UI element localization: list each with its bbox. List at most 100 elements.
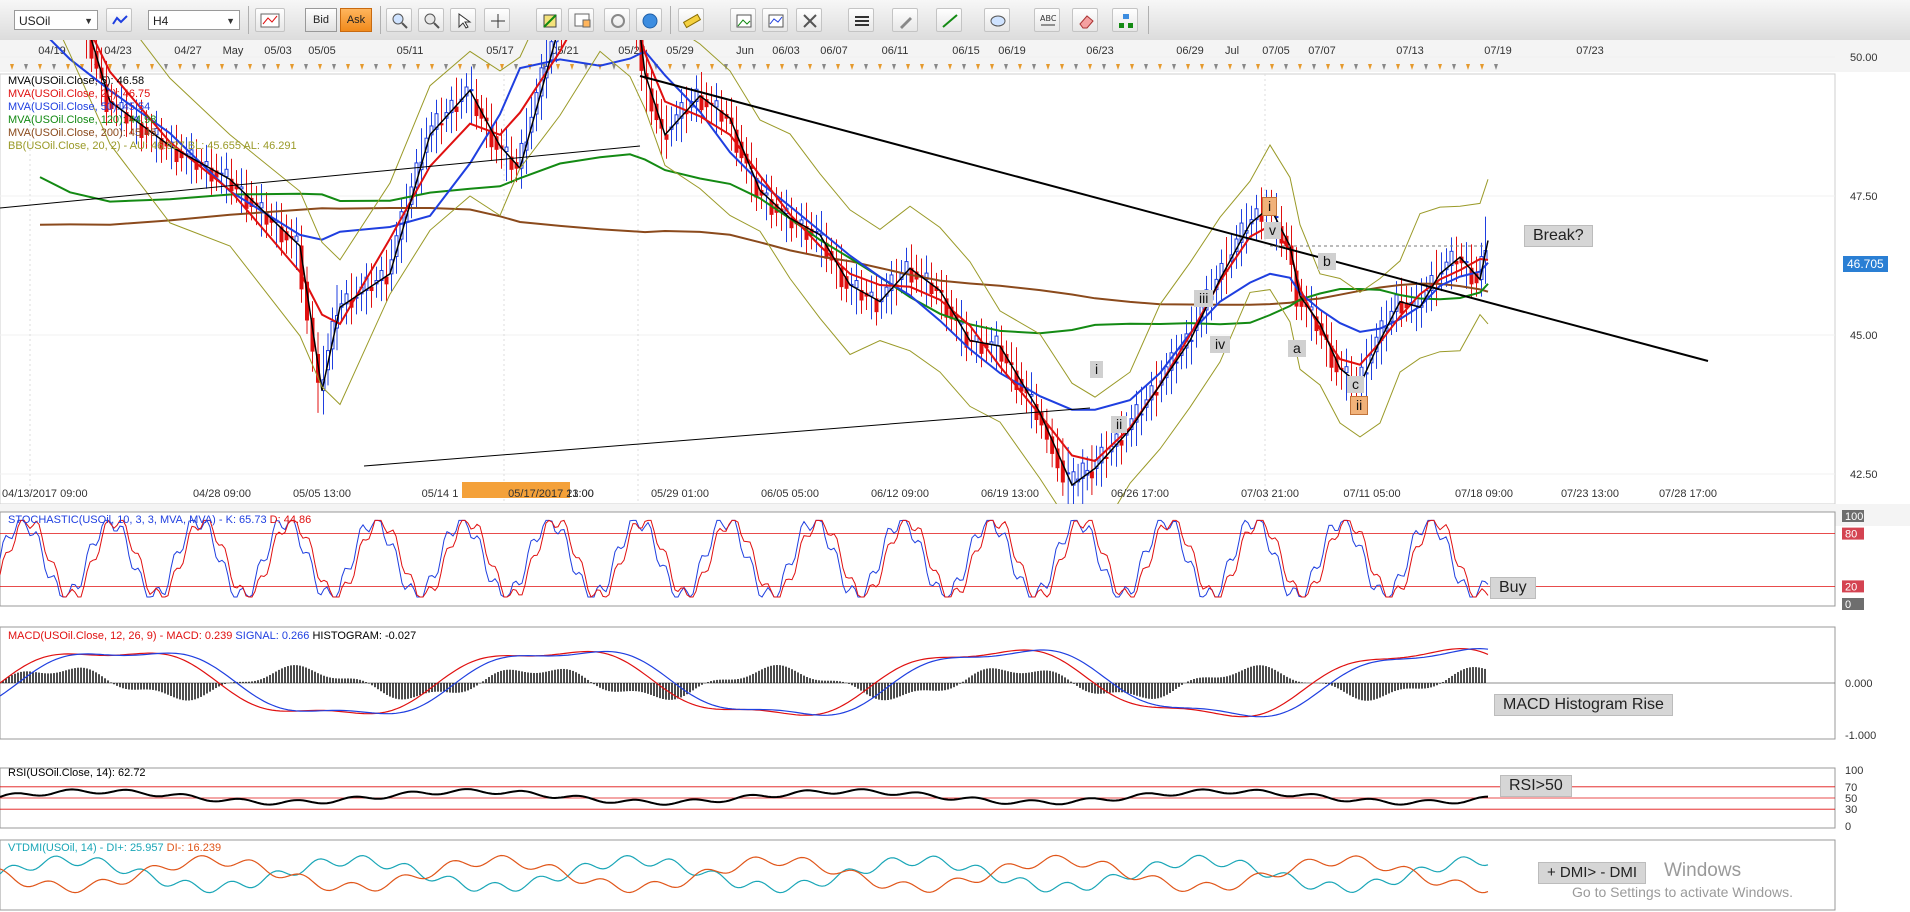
event-marker: [976, 64, 980, 70]
stochastic-axis-label: 20: [1845, 581, 1857, 593]
top-date-axis: 04/19 04/23 04/27 May 05/03 05/05 05/11 05/17 05…: [38, 45, 1604, 57]
chevron-down-icon: ▼: [84, 16, 93, 26]
upper-channel-line[interactable]: [0, 145, 641, 209]
bottom-date-label: 04/13/2017 09:00: [2, 488, 88, 500]
ruler-button[interactable]: [678, 8, 704, 32]
stochastic-axis-bg: [1842, 527, 1864, 540]
tools-button[interactable]: [796, 8, 822, 32]
bottom-date-label: 05/29 01:00: [651, 488, 709, 500]
event-marker: [1256, 64, 1260, 70]
bottom-date-label: 04/28 09:00: [193, 488, 251, 500]
macd-histogram: HISTOGRAM: -0.027: [312, 630, 417, 642]
ask-button[interactable]: Ask: [340, 8, 372, 32]
stochastic-d-line: [0, 519, 1489, 598]
chart-properties-button[interactable]: [568, 8, 594, 32]
pen-button[interactable]: [892, 8, 918, 32]
macd-axis-label: -1.000: [1845, 730, 1876, 742]
bottom-date-label: 07/23 13:00: [1561, 488, 1619, 500]
top-date-strip: [0, 40, 1910, 72]
eraser-icon: [1079, 15, 1094, 29]
bottom-date-label: 06/26 17:00: [1111, 488, 1169, 500]
image-button[interactable]: [730, 8, 756, 32]
event-marker: [990, 64, 994, 70]
event-marker: [1116, 64, 1120, 70]
event-marker: [430, 64, 434, 70]
top-date-label: 06/03: [772, 45, 800, 57]
link-button[interactable]: [604, 8, 630, 32]
chart-area[interactable]: 04/19 04/23 04/27 May 05/03 05/05 05/11 05/17 05…: [0, 40, 1910, 912]
wave-label-i-top: i: [1262, 197, 1278, 216]
top-date-label: 05/29: [666, 45, 694, 57]
dmi-lines: [0, 854, 1489, 894]
event-marker: [1074, 64, 1078, 70]
top-date-label: 06/15: [952, 45, 980, 57]
bottom-date-label: 07/03 21:00: [1241, 488, 1299, 500]
event-marker: [1382, 64, 1386, 70]
wave-label-v: v: [1264, 222, 1281, 239]
zoom-in-button[interactable]: [386, 8, 412, 32]
event-marker: [696, 64, 700, 70]
chart-window-button[interactable]: [762, 8, 788, 32]
globe-button[interactable]: [636, 8, 662, 32]
trendline-button[interactable]: [936, 8, 962, 32]
event-marker: [1130, 64, 1134, 70]
rsi-axis-label: 30: [1845, 804, 1857, 816]
event-marker: [1144, 64, 1148, 70]
event-marker: [108, 64, 112, 70]
crosshair-button[interactable]: [484, 8, 510, 32]
event-markers: [10, 64, 1498, 70]
toolbar-divider: [248, 6, 249, 34]
timeframe-select[interactable]: H4 ▼: [148, 10, 240, 30]
candle-body: [284, 231, 289, 241]
candle-body: [249, 197, 254, 207]
event-marker: [122, 64, 126, 70]
candle-body: [1449, 250, 1454, 267]
event-marker: [794, 64, 798, 70]
lower-channel-line[interactable]: [363, 407, 1091, 467]
bottom-date-label: 21:00: [566, 488, 594, 500]
resistance-trendline[interactable]: [639, 75, 1709, 362]
event-marker: [458, 64, 462, 70]
candle-body: [119, 102, 124, 110]
stochastic-axis-bg: [1842, 510, 1864, 522]
crosshair-icon: [491, 14, 505, 28]
bid-button[interactable]: Bid: [305, 8, 337, 32]
event-marker: [752, 64, 756, 70]
indicator-button[interactable]: [255, 8, 285, 32]
event-marker: [808, 64, 812, 70]
zoom-out-button[interactable]: [418, 8, 444, 32]
event-marker: [612, 64, 616, 70]
candle-body: [509, 156, 514, 170]
top-date-label: 05/03: [264, 45, 292, 57]
macd-signal: SIGNAL: 0.266: [235, 630, 310, 642]
stochastic-d: D: 44.86: [269, 514, 312, 526]
event-marker: [1102, 64, 1106, 70]
draw-button[interactable]: [536, 8, 562, 32]
candle-body: [699, 95, 704, 111]
stochastic-axis-label: 0: [1845, 599, 1851, 611]
symbol-select[interactable]: USOil ▼: [14, 10, 98, 30]
vtdmi-dip: DI+: 25.957: [106, 842, 164, 854]
candle-body: [714, 100, 719, 108]
layout-button[interactable]: [1112, 8, 1138, 32]
shape-button[interactable]: [984, 8, 1010, 32]
line-style-button[interactable]: [848, 8, 874, 32]
legend-bb: BB(USOil.Close, 20, 2) - AU: 46.927 BL: …: [8, 140, 297, 152]
event-marker: [248, 64, 252, 70]
cursor-button[interactable]: [450, 8, 476, 32]
bottom-date-label: 05/14 1: [422, 488, 459, 500]
event-marker: [1326, 64, 1330, 70]
event-marker: [1214, 64, 1218, 70]
candle-body: [434, 113, 439, 130]
rsi-label: RSI(USOil.Close, 14): 62.72: [8, 767, 146, 779]
event-marker: [1284, 64, 1288, 70]
chart-type-icon: [112, 15, 128, 25]
eraser-button[interactable]: [1072, 8, 1098, 32]
event-marker: [1088, 64, 1092, 70]
chart-type-button[interactable]: [106, 8, 132, 32]
svg-text:ABC: ABC: [1040, 14, 1057, 23]
text-button[interactable]: ABC: [1034, 8, 1060, 32]
indicator-icon: [260, 13, 280, 28]
top-date-label: 05/11: [397, 45, 424, 57]
event-marker: [24, 64, 28, 70]
